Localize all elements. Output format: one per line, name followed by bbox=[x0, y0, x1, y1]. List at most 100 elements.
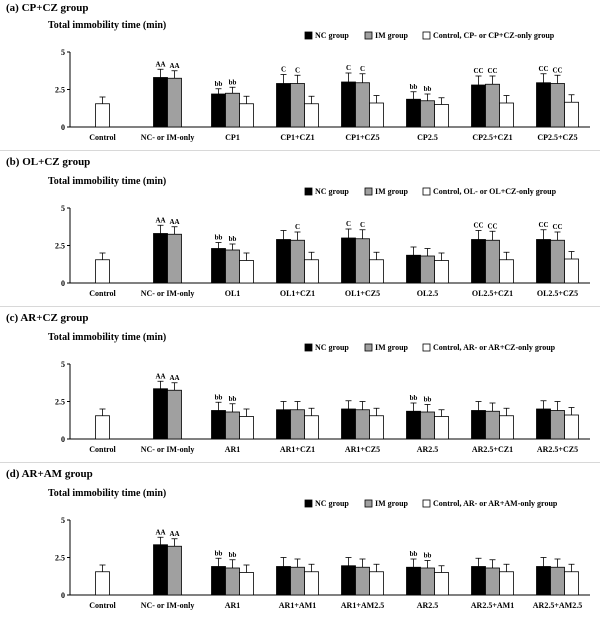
bar bbox=[406, 410, 421, 440]
significance-label: CC bbox=[552, 223, 562, 231]
bar bbox=[499, 102, 514, 128]
bar bbox=[304, 571, 319, 596]
legend-swatch bbox=[304, 187, 313, 196]
bar bbox=[276, 239, 291, 284]
panel-divider bbox=[0, 462, 600, 463]
bar bbox=[420, 411, 435, 440]
bar bbox=[485, 239, 500, 284]
bar bbox=[225, 411, 240, 440]
category-label: AR1 bbox=[225, 601, 241, 610]
panel-c-chart: 0 2.5 5 NC group IM group Control, AR- or AR+… bbox=[55, 343, 590, 454]
bar bbox=[341, 237, 356, 284]
category-label: OL2.5 bbox=[417, 289, 439, 298]
category-label: Control bbox=[89, 445, 116, 454]
bar bbox=[434, 104, 449, 128]
category-label: AR2.5+CZ5 bbox=[537, 445, 578, 454]
bar bbox=[239, 260, 254, 284]
category-label: AR2.5 bbox=[417, 601, 439, 610]
y-tick-label: 0 bbox=[61, 123, 65, 132]
bar bbox=[406, 566, 421, 596]
category-label: AR2.5+CZ1 bbox=[472, 445, 513, 454]
bar bbox=[304, 103, 319, 128]
legend-label: IM group bbox=[375, 499, 409, 508]
bar bbox=[406, 254, 421, 284]
panel-d-title: (d) AR+AM group bbox=[6, 468, 93, 480]
category-label: AR2.5 bbox=[417, 445, 439, 454]
bar bbox=[290, 239, 305, 284]
bar bbox=[167, 77, 182, 128]
panel-divider bbox=[0, 150, 600, 151]
bar bbox=[471, 84, 486, 128]
bar bbox=[355, 82, 370, 128]
bar bbox=[355, 409, 370, 440]
significance-label: bb bbox=[215, 549, 223, 557]
bar bbox=[420, 255, 435, 284]
bar bbox=[536, 408, 551, 440]
bar bbox=[95, 571, 110, 596]
bar bbox=[369, 102, 384, 128]
bar bbox=[550, 239, 565, 284]
bar bbox=[355, 566, 370, 596]
y-tick-label: 0 bbox=[61, 591, 65, 600]
legend-label: NC group bbox=[315, 499, 349, 508]
category-label: Control bbox=[89, 289, 116, 298]
significance-label: bb bbox=[410, 550, 418, 558]
category-label: AR1+CZ5 bbox=[345, 445, 380, 454]
legend-label: Control, AR- or AR+CZ-only group bbox=[433, 343, 556, 352]
bar bbox=[290, 409, 305, 440]
bar bbox=[341, 408, 356, 440]
bar bbox=[499, 259, 514, 284]
significance-label: bb bbox=[215, 234, 223, 242]
bar bbox=[211, 566, 226, 596]
category-label: NC- or IM-only bbox=[141, 289, 195, 298]
panel-a-ylabel: Total immobility time (min) bbox=[48, 20, 167, 31]
bar bbox=[276, 566, 291, 596]
bar bbox=[153, 388, 168, 440]
bar bbox=[471, 410, 486, 440]
legend-label: NC group bbox=[315, 343, 349, 352]
legend-swatch bbox=[364, 499, 373, 508]
category-label: AR1+AM2.5 bbox=[341, 601, 384, 610]
category-label: OL1+CZ1 bbox=[280, 289, 315, 298]
significance-label: C bbox=[360, 65, 365, 73]
bar bbox=[167, 233, 182, 284]
y-tick-label: 2.5 bbox=[55, 86, 65, 95]
bar bbox=[536, 566, 551, 596]
category-label: AR1+AM1 bbox=[279, 601, 316, 610]
bar bbox=[564, 414, 579, 440]
legend-swatch bbox=[304, 343, 313, 352]
category-label: Control bbox=[89, 133, 116, 142]
y-tick-label: 2.5 bbox=[55, 242, 65, 251]
bar bbox=[153, 233, 168, 284]
bar bbox=[471, 239, 486, 284]
significance-label: C bbox=[281, 66, 286, 74]
bar bbox=[95, 103, 110, 128]
significance-label: C bbox=[295, 66, 300, 74]
category-label: OL2.5+CZ1 bbox=[472, 289, 513, 298]
significance-label: bb bbox=[215, 393, 223, 401]
legend-swatch bbox=[364, 187, 373, 196]
significance-label: bb bbox=[410, 394, 418, 402]
panel-b-chart: 0 2.5 5 NC group IM group Control, OL- or OL+… bbox=[55, 187, 590, 298]
bar bbox=[564, 101, 579, 128]
legend-label: NC group bbox=[315, 31, 349, 40]
significance-label: CC bbox=[473, 222, 483, 230]
category-label: AR2.5+AM2.5 bbox=[533, 601, 582, 610]
significance-label: bb bbox=[410, 83, 418, 91]
significance-label: C bbox=[346, 220, 351, 228]
legend-swatch bbox=[422, 343, 431, 352]
category-label: AR1+CZ1 bbox=[280, 445, 315, 454]
legend-swatch bbox=[422, 499, 431, 508]
significance-label: CC bbox=[538, 65, 548, 73]
legend-label: NC group bbox=[315, 187, 349, 196]
bar bbox=[211, 248, 226, 284]
panel-c-title: (c) AR+CZ group bbox=[6, 312, 89, 324]
legend-label: Control, OL- or OL+CZ-only group bbox=[433, 187, 557, 196]
bar bbox=[471, 566, 486, 596]
y-tick-label: 2.5 bbox=[55, 398, 65, 407]
significance-label: bb bbox=[424, 552, 432, 560]
panel-d-ylabel: Total immobility time (min) bbox=[48, 488, 167, 499]
bar bbox=[239, 103, 254, 128]
category-label: NC- or IM-only bbox=[141, 445, 195, 454]
legend-label: Control, CP- or CP+CZ-only group bbox=[433, 31, 555, 40]
